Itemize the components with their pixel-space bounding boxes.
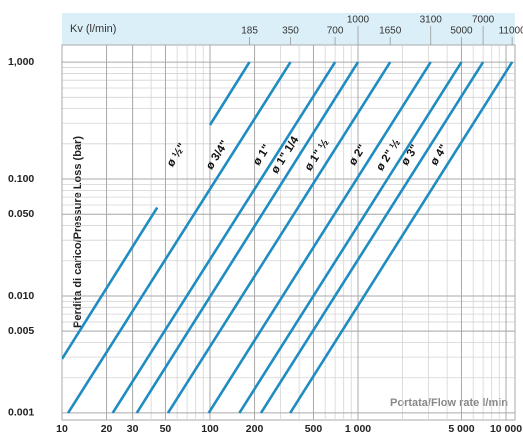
kv-label: 185 — [241, 26, 258, 37]
flow-line — [289, 61, 514, 414]
flow-line — [238, 61, 463, 414]
kv-label: 11000 — [499, 26, 523, 37]
flow-line — [207, 61, 432, 414]
flow-line — [67, 61, 292, 414]
x-tick-label: 30 — [127, 423, 139, 434]
x-tick-label: 500 — [305, 423, 323, 434]
x-tick-label: 200 — [246, 423, 264, 434]
y-axis-label: Perdita di carico/Pressure Loss (bar) — [72, 136, 84, 328]
kv-label: 5000 — [450, 26, 473, 37]
flow-line — [135, 61, 360, 414]
y-tick-label: 0.050 — [8, 208, 34, 220]
y-tick-label: 1,000 — [8, 56, 34, 68]
x-axis-label: Portata/Flow rate l/min — [390, 397, 508, 409]
x-tick-label: 1 000 — [345, 423, 371, 434]
kv-label: 1000 — [347, 15, 370, 26]
y-tick-label: 0.100 — [8, 173, 34, 185]
flow-line — [259, 61, 485, 414]
y-tick-label: 0.001 — [8, 407, 34, 419]
kv-label: 700 — [327, 26, 344, 37]
x-tick-label: 20 — [101, 423, 113, 434]
x-tick-label: 10 000 — [490, 423, 522, 434]
kv-title: Kv (l/min) — [70, 23, 116, 35]
kv-band — [62, 13, 515, 45]
x-tick-label: 50 — [160, 423, 172, 434]
x-tick-label: 5 000 — [448, 423, 474, 434]
kv-label: 3100 — [420, 15, 443, 26]
y-tick-label: 0.010 — [8, 290, 34, 302]
x-tick-label: 10 — [56, 423, 68, 434]
x-tick-label: 100 — [201, 423, 219, 434]
kv-label: 7000 — [472, 15, 495, 26]
lines — [62, 61, 514, 414]
flow-line — [111, 61, 337, 414]
flow-line — [62, 61, 251, 360]
kv-label: 350 — [282, 26, 299, 37]
flow-line — [166, 61, 392, 414]
kv-label: 1650 — [379, 26, 402, 37]
y-tick-label: 0.005 — [8, 325, 34, 337]
